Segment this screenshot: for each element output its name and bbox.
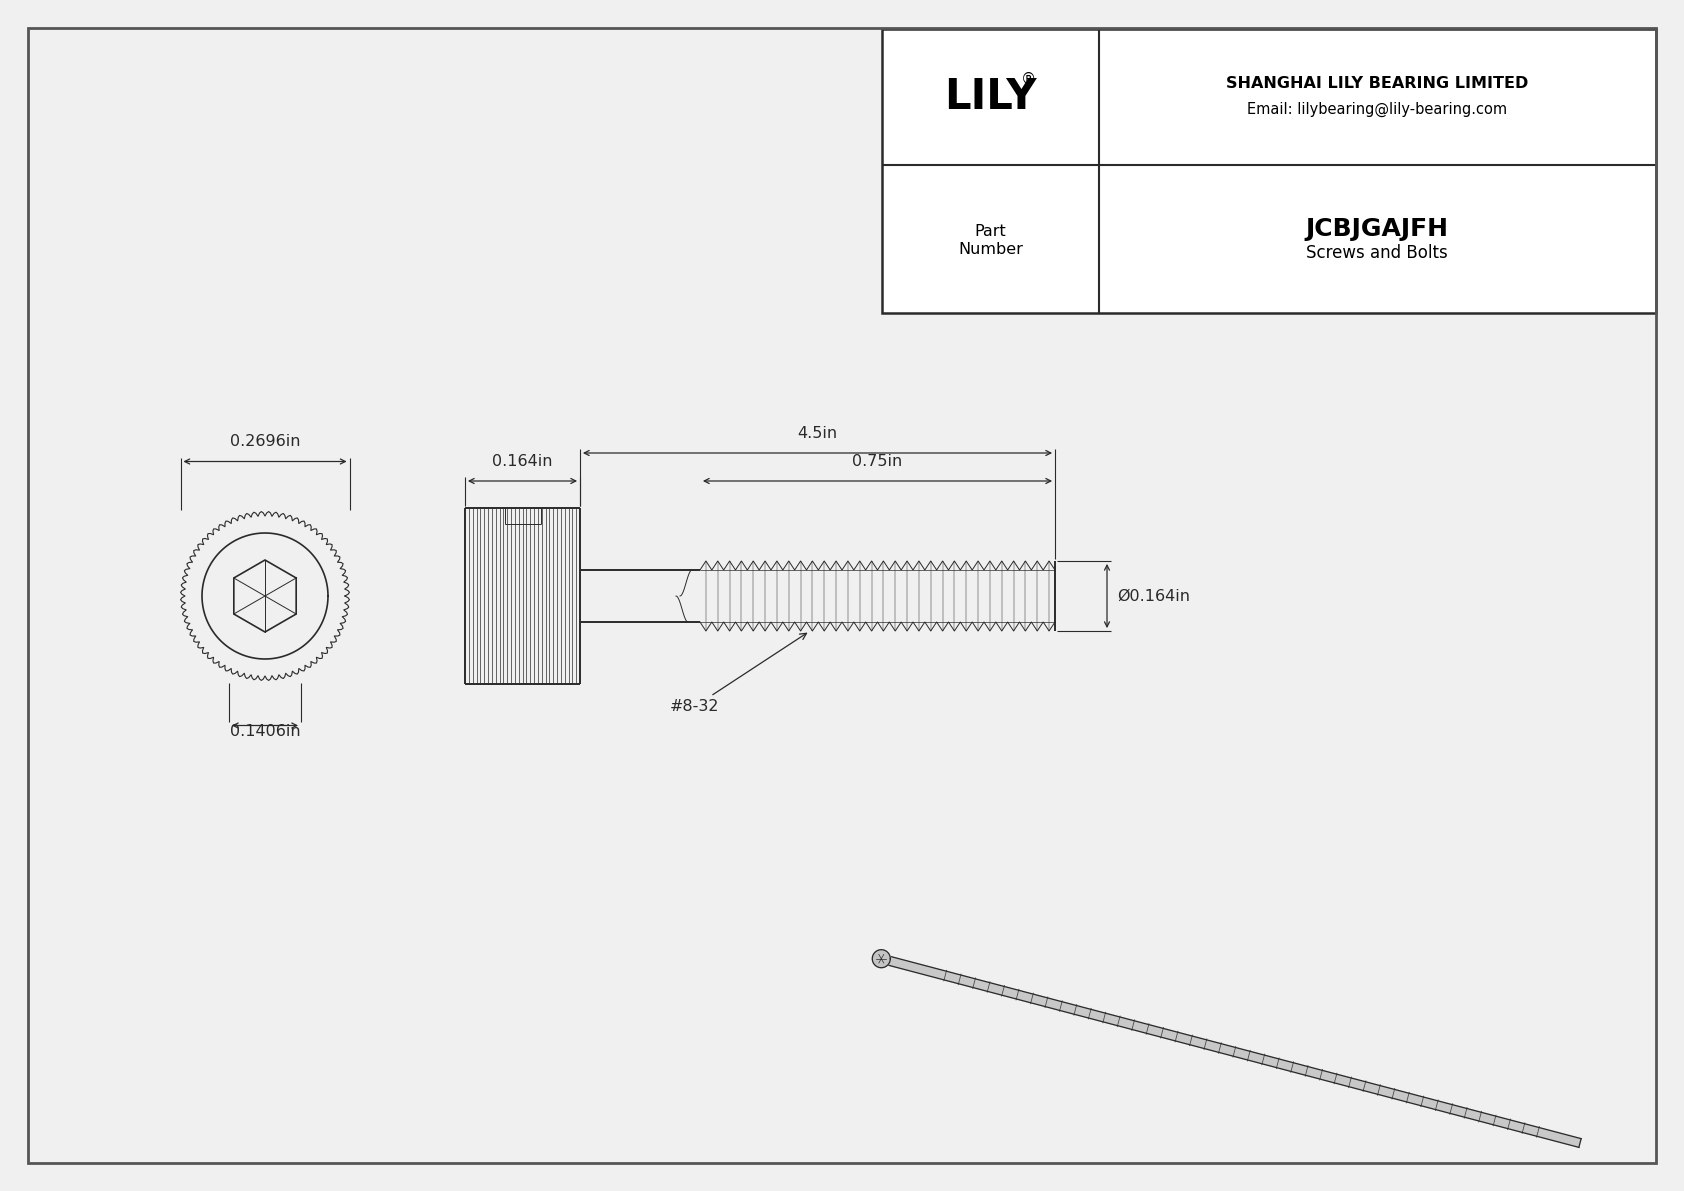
Polygon shape [872, 949, 891, 968]
Text: LILY: LILY [945, 76, 1037, 118]
Text: Ø0.164in: Ø0.164in [1116, 588, 1191, 604]
Text: SHANGHAI LILY BEARING LIMITED: SHANGHAI LILY BEARING LIMITED [1226, 76, 1529, 91]
Text: Part: Part [975, 224, 1007, 238]
Text: Screws and Bolts: Screws and Bolts [1307, 244, 1448, 262]
Text: 0.1406in: 0.1406in [229, 724, 300, 740]
Text: 0.2696in: 0.2696in [229, 435, 300, 449]
Text: JCBJGAJFH: JCBJGAJFH [1305, 217, 1448, 241]
Polygon shape [889, 956, 1581, 1147]
Bar [882, 29, 1655, 313]
Text: 0.164in: 0.164in [492, 454, 552, 469]
Text: #8-32: #8-32 [670, 634, 807, 713]
Text: 4.5in: 4.5in [798, 426, 837, 441]
Text: 0.75in: 0.75in [852, 454, 903, 469]
Text: Email: lilybearing@lily-bearing.com: Email: lilybearing@lily-bearing.com [1248, 101, 1507, 117]
Text: Number: Number [958, 242, 1022, 256]
Text: ®: ® [1021, 71, 1036, 87]
